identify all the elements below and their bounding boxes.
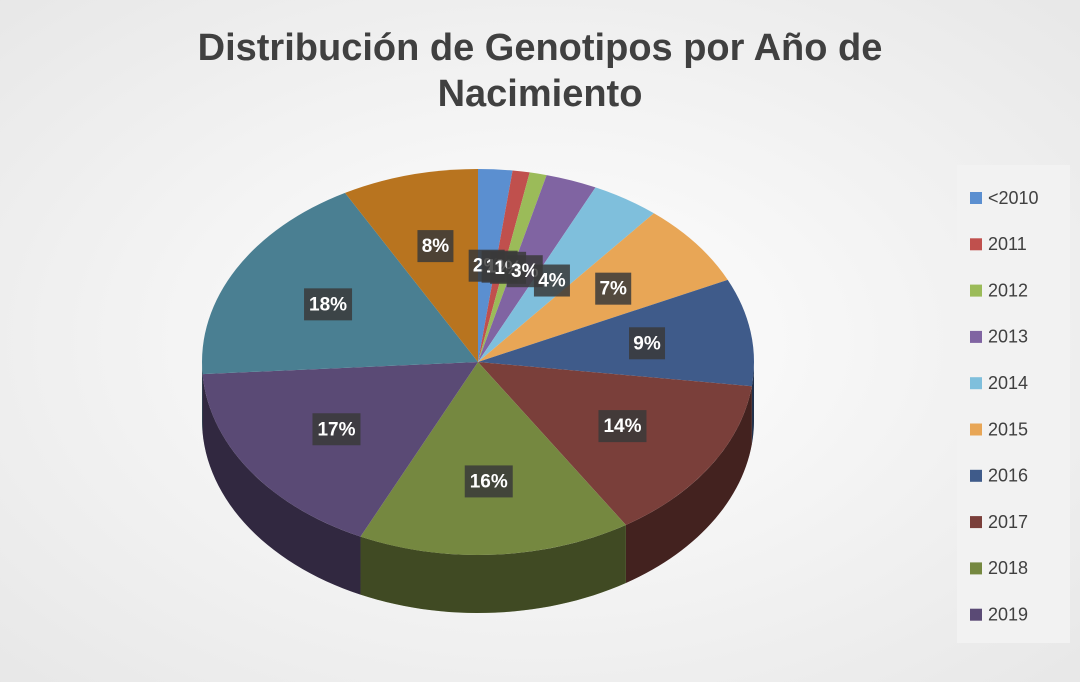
chart-title: Distribución de Genotipos por Año de Naci… — [198, 27, 883, 115]
legend-label: 2017 — [988, 512, 1028, 532]
data-label: 4% — [538, 271, 566, 292]
legend-swatch — [970, 330, 982, 343]
data-label: 8% — [422, 236, 450, 257]
legend-swatch — [970, 516, 982, 529]
legend-swatch — [970, 423, 982, 436]
data-label: 16% — [470, 471, 508, 492]
slice — [360, 362, 626, 555]
slice-side-shade — [360, 524, 626, 613]
legend-swatch — [970, 238, 982, 251]
data-label-box — [533, 264, 570, 297]
legend-label: 2011 — [988, 234, 1027, 254]
slice-side — [625, 386, 752, 583]
legend-label: 2018 — [988, 558, 1028, 578]
data-label-box — [595, 272, 632, 305]
slice — [478, 362, 752, 525]
slice — [345, 169, 478, 362]
data-label-box — [312, 413, 361, 446]
legend-label: 2012 — [988, 280, 1028, 300]
legend-swatch — [970, 377, 982, 390]
legend-label: 2016 — [988, 466, 1028, 486]
data-label: 3% — [511, 261, 539, 282]
slice-side — [202, 374, 361, 595]
legend-label: 2015 — [988, 419, 1028, 439]
data-label: 7% — [599, 279, 627, 300]
slice-side-shade — [202, 374, 361, 595]
data-label: 9% — [633, 333, 661, 354]
data-label-box — [464, 465, 513, 498]
legend-label: 2019 — [988, 604, 1028, 624]
legend-label: 2014 — [988, 373, 1028, 393]
slice — [201, 192, 478, 375]
data-label-box — [304, 288, 353, 321]
legend-swatch — [970, 562, 982, 575]
data-label-box — [417, 230, 454, 263]
slice-side-shade — [625, 386, 752, 583]
slice — [478, 279, 755, 387]
legend-label: <2010 — [988, 188, 1039, 208]
slice-side — [751, 362, 754, 445]
legend-swatch — [970, 469, 982, 482]
slice-side — [360, 524, 626, 613]
slice-side-shade — [751, 362, 754, 445]
legend-swatch — [970, 192, 982, 204]
legend-label: 2013 — [988, 327, 1028, 347]
legend-swatch — [970, 284, 982, 297]
data-label: 17% — [317, 419, 355, 440]
data-label: 14% — [603, 416, 641, 437]
data-label-box — [629, 327, 666, 360]
data-label: 18% — [309, 294, 347, 315]
legend: <2010 2011 2012 2013 2014 2015 2016 2017 2018 201… — [970, 188, 1039, 624]
slice-side-shade — [202, 362, 203, 433]
slice-side — [202, 362, 203, 433]
legend-swatch — [970, 608, 982, 621]
data-label-box — [598, 410, 647, 443]
pie: 2%1%1%3%4%7%9%14%16%17%18%8% — [201, 169, 755, 613]
slice — [202, 362, 478, 537]
